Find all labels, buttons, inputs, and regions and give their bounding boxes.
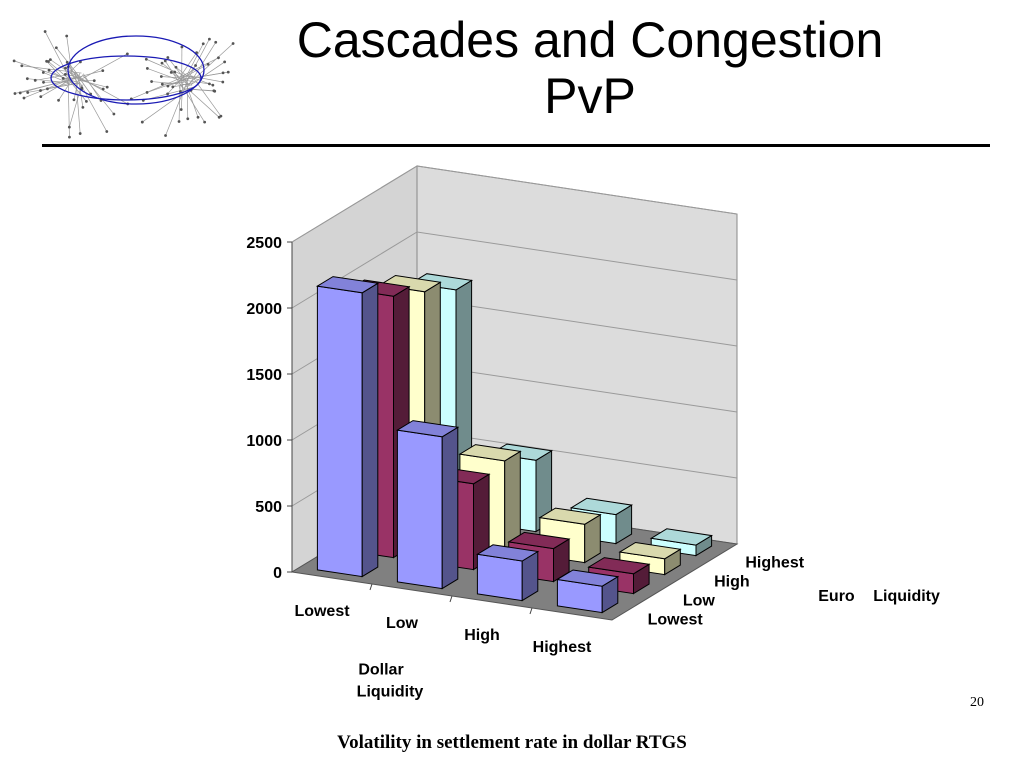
value-tick-label: 1500: [246, 367, 282, 384]
euro-axis-title: Liquidity: [873, 588, 940, 605]
value-tick-label: 0: [273, 565, 282, 582]
bar-top-face: [555, 569, 620, 587]
bar-top-face: [458, 444, 522, 462]
bar-top-face: [395, 420, 460, 438]
bar-top-face: [569, 497, 634, 516]
bar-side-face: [361, 282, 379, 578]
value-tick-label: 2000: [246, 301, 282, 318]
bar-front-face: [476, 553, 523, 602]
logo-ring: [50, 55, 202, 101]
bar-front-face: [396, 429, 443, 590]
dollar-category-label: High: [464, 627, 500, 644]
category-axis-tick: [449, 595, 453, 603]
euro-category-label: Lowest: [648, 612, 704, 629]
dollar-axis-title: Dollar: [358, 661, 403, 678]
bar-top-face: [475, 544, 540, 562]
bar-top-face: [378, 274, 442, 293]
bar: [475, 544, 540, 602]
bar: [649, 528, 714, 557]
category-axis-tick: [529, 607, 533, 615]
category-axis-tick: [369, 583, 373, 591]
bar: [395, 420, 460, 590]
page-number: 20: [970, 695, 984, 710]
bar-top-face: [649, 528, 714, 546]
dollar-category-label: Highest: [533, 639, 592, 656]
value-tick-label: 1000: [246, 433, 282, 450]
network-logo-icon: [12, 30, 235, 139]
bar-top-face: [489, 443, 554, 461]
bar: [315, 276, 380, 578]
slide-title: Cascades and Congestion PvP: [250, 12, 930, 124]
value-tick-label: 2500: [246, 235, 282, 252]
euro-axis-title: Euro: [818, 588, 855, 605]
dollar-axis-title: Liquidity: [357, 683, 424, 700]
bar-top-face: [507, 531, 571, 550]
bar-top-face: [409, 273, 474, 291]
bar-top-face: [618, 541, 682, 560]
euro-category-label: Low: [683, 593, 716, 610]
bar: [555, 569, 620, 614]
euro-category-label: High: [714, 574, 750, 591]
euro-category-label: Highest: [745, 555, 804, 572]
slide-title-line2: PvP: [544, 68, 636, 124]
dollar-category-label: Low: [386, 615, 419, 632]
value-tick-label: 500: [255, 499, 282, 516]
bar-top-face: [315, 276, 380, 294]
bar-side-face: [441, 426, 459, 590]
bar-top-face: [538, 507, 602, 525]
dollar-category-label: Lowest: [294, 603, 350, 620]
slide-caption: Volatility in settlement rate in dollar …: [337, 732, 687, 753]
slide-title-line1: Cascades and Congestion: [296, 12, 884, 68]
title-divider: [42, 144, 990, 147]
bar-front-face: [316, 285, 363, 578]
gridline: [291, 165, 738, 243]
logo-ring: [67, 35, 205, 105]
bar-top-face: [587, 557, 651, 575]
